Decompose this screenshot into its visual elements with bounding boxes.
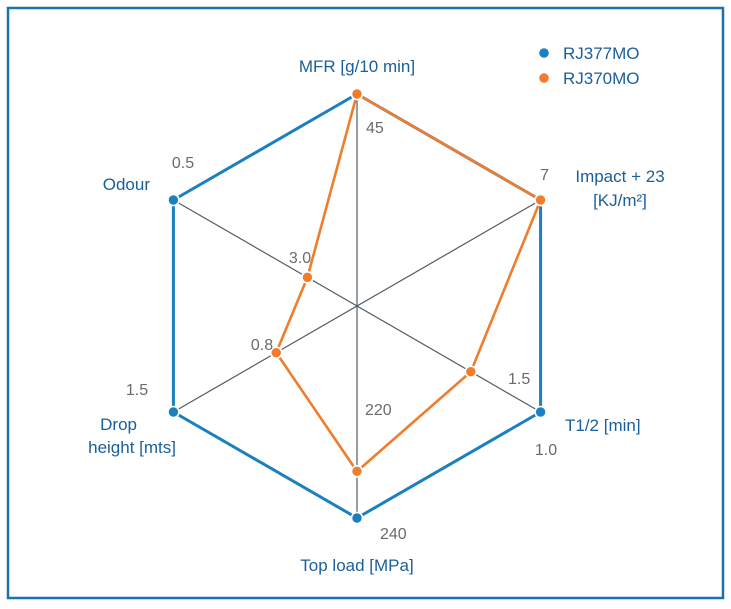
tick-label-min: 220	[365, 402, 392, 419]
legend-marker	[537, 46, 551, 60]
axis-labels: MFR [g/10 min] Impact + 23 [KJ/m²] T1/2 [mi…	[88, 57, 665, 575]
chart-border	[6, 6, 725, 600]
data-point	[269, 346, 283, 359]
data-point	[464, 365, 478, 379]
axis-label: Odour	[103, 175, 151, 194]
tick-label-max: 45	[366, 120, 384, 137]
data-point	[167, 405, 180, 419]
axis-label: Impact + 23	[575, 167, 664, 186]
data-point	[350, 511, 364, 525]
axis-label: Top load [MPa]	[300, 556, 413, 575]
data-point	[350, 465, 364, 478]
tick-label-max: 240	[380, 526, 407, 543]
tick-label-max: 1.5	[126, 382, 148, 399]
legend: RJ377MO RJ370MO	[537, 44, 640, 88]
tick-label-max: 7	[540, 167, 549, 184]
series-rj370mo	[269, 87, 547, 478]
data-point	[534, 405, 547, 419]
tick-labels: 45 7 1.0 1.5 240 220 1.5 0.8 0.5 3.0	[126, 120, 557, 543]
tick-label-min: 1.5	[508, 371, 530, 388]
axis-label: T1/2 [min]	[565, 416, 641, 435]
legend-label: RJ370MO	[563, 69, 640, 88]
axis-label: Drop	[100, 415, 137, 434]
tick-label-max: 0.5	[172, 155, 194, 172]
tick-label-max: 1.0	[535, 442, 557, 459]
legend-label: RJ377MO	[563, 44, 640, 63]
axis-label: MFR [g/10 min]	[299, 57, 415, 76]
data-point	[534, 193, 547, 207]
legend-marker	[537, 71, 551, 85]
data-point	[167, 193, 180, 207]
axis-label: height [mts]	[88, 438, 176, 457]
data-point	[301, 271, 314, 284]
axis-label: [KJ/m²]	[593, 191, 647, 210]
axis-spokes	[173, 94, 541, 518]
tick-label-min: 3.0	[289, 250, 311, 267]
data-point	[350, 87, 364, 101]
axis-spoke-2	[173, 199, 541, 413]
tick-label-min: 0.8	[251, 337, 273, 354]
